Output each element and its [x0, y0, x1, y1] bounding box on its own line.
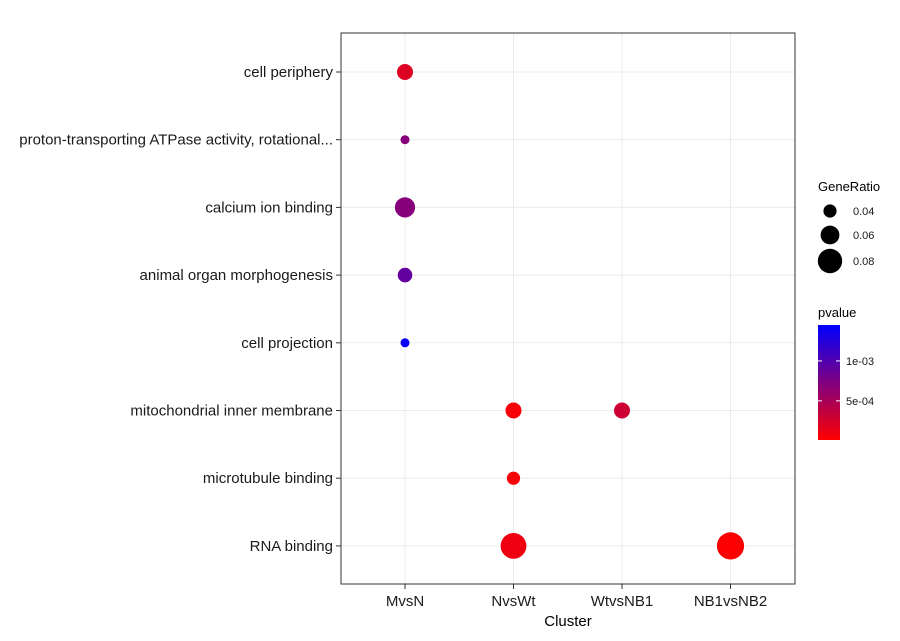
y-tick-label: calcium ion binding: [205, 199, 333, 216]
data-point: [400, 135, 410, 145]
x-axis: MvsN NvsWt WtvsNB1 NB1vsNB2: [386, 584, 767, 610]
size-legend-label: 0.04: [853, 206, 874, 218]
data-points: [394, 64, 745, 560]
x-tick-label: NvsWt: [491, 593, 536, 610]
color-legend-gradient-bar: [818, 325, 840, 440]
y-tick-label: mitochondrial inner membrane: [130, 403, 333, 420]
plot-panel-border: [340, 32, 796, 585]
size-legend: GeneRatio 0.04 0.06 0.08: [817, 179, 880, 274]
data-point: [400, 338, 410, 348]
y-tick-label: RNA binding: [250, 538, 333, 555]
color-legend-title: pvalue: [818, 305, 856, 320]
size-legend-key: [817, 248, 843, 274]
data-point: [505, 402, 522, 419]
y-tick-label: cell projection: [241, 335, 333, 352]
data-point: [500, 533, 527, 559]
y-tick-label: microtubule binding: [203, 470, 333, 487]
color-legend-label: 5e-04: [846, 396, 874, 408]
color-legend-label: 1e-03: [846, 356, 874, 368]
data-point: [716, 532, 745, 560]
grid-lines: [341, 33, 795, 584]
data-point: [397, 267, 413, 283]
size-legend-key: [823, 204, 837, 218]
data-point: [506, 471, 521, 485]
size-legend-label: 0.08: [853, 256, 874, 268]
y-tick-label: cell periphery: [244, 64, 334, 81]
data-point: [614, 402, 630, 419]
x-axis-title: Cluster: [544, 613, 592, 630]
x-tick-label: WtvsNB1: [591, 593, 654, 610]
data-point: [394, 197, 416, 218]
size-legend-label: 0.06: [853, 230, 874, 242]
color-legend: pvalue 1e-03 5e-04: [818, 305, 874, 440]
y-tick-label: animal organ morphogenesis: [140, 267, 333, 284]
size-legend-key: [820, 225, 840, 245]
y-tick-label: proton-transporting ATPase activity, rot…: [19, 132, 333, 149]
data-point: [397, 64, 413, 80]
y-axis: cell periphery proton-transporting ATPase…: [19, 64, 341, 555]
x-tick-label: MvsN: [386, 593, 424, 610]
x-tick-label: NB1vsNB2: [694, 593, 767, 610]
size-legend-title: GeneRatio: [818, 179, 880, 194]
